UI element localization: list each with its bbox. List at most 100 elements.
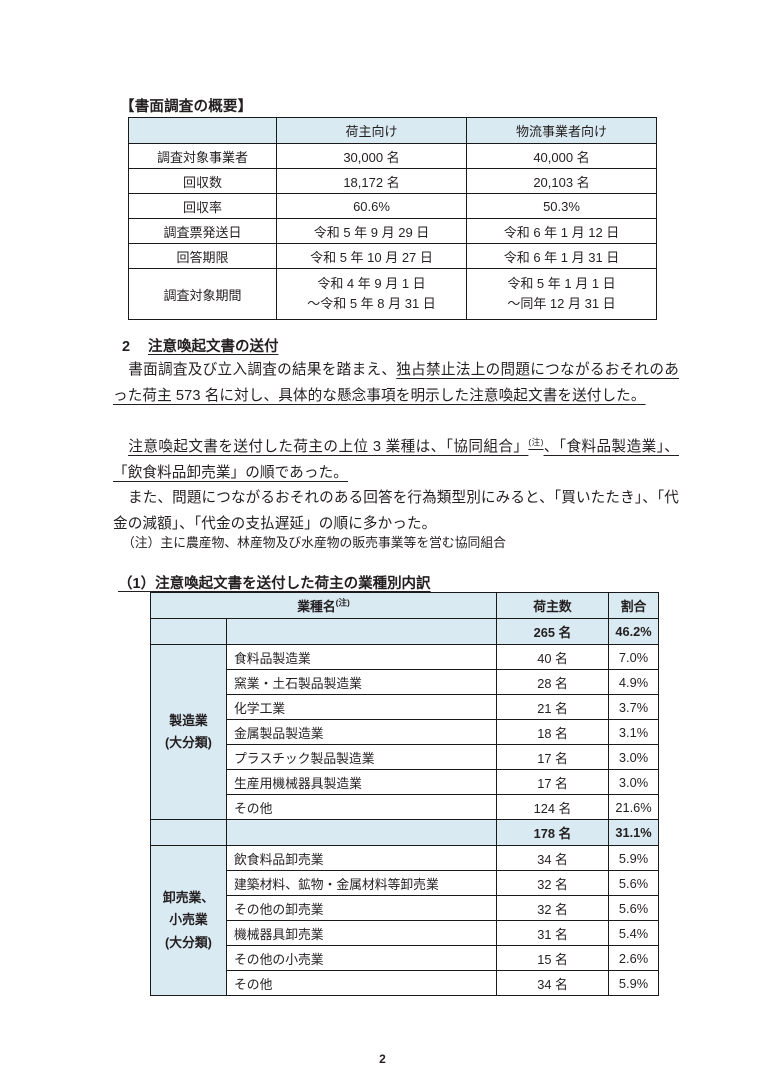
section2-paragraph-2: 注意喚起文書を送付した荷主の上位 3 業種は、「協同組合」(注)、「食料品製造業…: [113, 435, 679, 486]
industry-name: 食料品製造業: [226, 644, 497, 670]
table-row: 化学工業 21 名 3.7%: [151, 694, 659, 720]
column-header-industry-label: 業種名: [297, 599, 336, 614]
row-label: 調査対象事業者: [128, 143, 277, 169]
cell-logistics: 令和 6 年 1 月 31 日: [466, 243, 657, 269]
industry-name: 生産用機械器具製造業: [226, 769, 497, 795]
group-category-line1: 製造業: [169, 712, 208, 728]
group-summary-row: 178 名 31.1%: [150, 819, 659, 846]
group-summary-category-blank: [150, 819, 227, 846]
section2-heading: 2 注意喚起文書の送付: [122, 335, 279, 356]
cell-logistics-line2: ～同年 12 月 31 日: [507, 296, 616, 311]
page-number: 2: [379, 1052, 386, 1066]
cell-shipper-line1: 令和 4 年 9 月 1 日: [317, 275, 426, 291]
group-summary-name-blank: [226, 819, 497, 846]
table-header-row: 業種名(注) 荷主数 割合: [150, 592, 659, 619]
cell-logistics: 令和 5 年 1 月 1 日 ～同年 12 月 31 日: [466, 268, 657, 320]
industry-share: 5.9%: [608, 845, 659, 871]
industry-count: 32 名: [496, 895, 609, 921]
group-summary-share: 31.1%: [608, 819, 659, 846]
cell-shipper: 60.6%: [276, 193, 467, 219]
survey-overview-table: 荷主向け 物流事業者向け 調査対象事業者 30,000 名 40,000 名 回…: [128, 117, 657, 320]
group-summary-share: 46.2%: [608, 618, 659, 645]
table-row: その他の小売業 15 名 2.6%: [151, 945, 659, 971]
section2-paragraph-3: また、問題につながるおそれのある回答を行為類型別にみると、「買いたたき」、「代金…: [113, 486, 679, 537]
row-label: 回答期限: [128, 243, 277, 269]
table-row: 調査対象期間 令和 4 年 9 月 1 日 ～令和 5 年 8 月 31 日 令…: [128, 268, 657, 320]
industry-count: 17 名: [496, 769, 609, 795]
cell-shipper: 令和 4 年 9 月 1 日 ～令和 5 年 8 月 31 日: [276, 268, 467, 320]
industry-count: 34 名: [496, 845, 609, 871]
industry-share: 3.0%: [608, 769, 659, 795]
breakdown-table: 業種名(注) 荷主数 割合 265 名 46.2% 製造業 (大分類): [150, 592, 659, 996]
cell-logistics-line1: 令和 5 年 1 月 1 日: [507, 275, 616, 291]
paragraph-1-text-underlined: 独占禁止法上の問題につながるおそれのあった荷主 573 名に対し、具体的な懸念事…: [113, 362, 679, 404]
breakdown-heading: （1）注意喚起文書を送付した荷主の業種別内訳: [118, 576, 431, 592]
table-row: その他の卸売業 32 名 5.6%: [151, 895, 659, 921]
industry-name: 建築材料、鉱物・金属材料等卸売業: [226, 870, 497, 896]
industry-share: 2.6%: [608, 945, 659, 971]
industry-count: 17 名: [496, 744, 609, 770]
cell-shipper: 18,172 名: [276, 168, 467, 194]
cell-shipper-line2: ～令和 5 年 8 月 31 日: [307, 296, 436, 311]
cell-logistics: 50.3%: [466, 193, 657, 219]
column-header-count: 荷主数: [496, 592, 609, 619]
industry-share: 7.0%: [608, 644, 659, 670]
cell-logistics: 20,103 名: [466, 168, 657, 194]
table-row: 調査対象事業者 30,000 名 40,000 名: [128, 143, 657, 169]
table-row: 調査票発送日 令和 5 年 9 月 29 日 令和 6 年 1 月 12 日: [128, 218, 657, 244]
table-row: その他 124 名 21.6%: [151, 794, 659, 820]
survey-overview-heading: 【書面調査の概要】: [120, 99, 253, 115]
section2-title: 注意喚起文書の送付: [148, 339, 279, 355]
cell-logistics: 令和 6 年 1 月 12 日: [466, 218, 657, 244]
table-row: 回答期限 令和 5 年 10 月 27 日 令和 6 年 1 月 31 日: [128, 243, 657, 269]
industry-name: その他: [226, 794, 497, 820]
industry-name: 化学工業: [226, 694, 497, 720]
table-row: 回収数 18,172 名 20,103 名: [128, 168, 657, 194]
table-row: 卸売業、 小売業 (大分類) 飲食料品卸売業 34 名 5.9%: [150, 845, 659, 996]
table-row: 窯業・土石製品製造業 28 名 4.9%: [151, 669, 659, 695]
column-header-industry: 業種名(注): [150, 592, 497, 619]
row-label: 調査票発送日: [128, 218, 277, 244]
group-summary-category-blank: [150, 618, 227, 645]
table-row: プラスチック製品製造業 17 名 3.0%: [151, 744, 659, 770]
group-summary-count: 178 名: [496, 819, 609, 846]
section2-number: 2: [122, 339, 131, 355]
industry-count: 32 名: [496, 870, 609, 896]
cell-logistics: 40,000 名: [466, 143, 657, 169]
paragraph-2-note-marker: (注): [528, 437, 544, 448]
group-category-line1: 卸売業、: [162, 889, 215, 905]
group-category-wholesale-retail: 卸売業、 小売業 (大分類): [150, 845, 227, 996]
table-header-row: 荷主向け 物流事業者向け: [128, 117, 657, 144]
industry-count: 18 名: [496, 719, 609, 745]
industry-count: 28 名: [496, 669, 609, 695]
group-summary-row: 265 名 46.2%: [150, 618, 659, 645]
section2-footnote: （注）主に農産物、林産物及び水産物の販売事業等を営む協同組合: [122, 535, 506, 550]
cell-shipper: 令和 5 年 9 月 29 日: [276, 218, 467, 244]
group-category-line2: (大分類): [165, 735, 212, 750]
industry-share: 4.9%: [608, 669, 659, 695]
industry-share: 3.0%: [608, 744, 659, 770]
table-row: その他 34 名 5.9%: [151, 970, 659, 996]
industry-share: 5.6%: [608, 895, 659, 921]
group-category-line2: 小売業: [169, 912, 208, 928]
industry-share: 3.1%: [608, 719, 659, 745]
column-header-logistics: 物流事業者向け: [466, 117, 657, 144]
column-header-shipper: 荷主向け: [276, 117, 467, 144]
table-row: 建築材料、鉱物・金属材料等卸売業 32 名 5.6%: [151, 870, 659, 896]
survey-overview-table-wrap: 荷主向け 物流事業者向け 調査対象事業者 30,000 名 40,000 名 回…: [128, 117, 657, 320]
industry-count: 34 名: [496, 970, 609, 996]
cell-shipper: 令和 5 年 10 月 27 日: [276, 243, 467, 269]
table-row: 機械器具卸売業 31 名 5.4%: [151, 920, 659, 946]
row-label: 調査対象期間: [128, 268, 277, 320]
column-header-share: 割合: [608, 592, 659, 619]
industry-count: 40 名: [496, 644, 609, 670]
paragraph-3-text: また、問題につながるおそれのある回答を行為類型別にみると、「買いたたき」、「代金…: [113, 490, 679, 532]
industry-share: 3.7%: [608, 694, 659, 720]
cell-shipper: 30,000 名: [276, 143, 467, 169]
table-row: 回収率 60.6% 50.3%: [128, 193, 657, 219]
table-row: 金属製品製造業 18 名 3.1%: [151, 719, 659, 745]
group-summary-name-blank: [226, 618, 497, 645]
paragraph-2-text-b: 、「食料品製造業」、「飲食料品卸売業」の順であった。: [113, 439, 679, 481]
industry-name: その他: [226, 970, 497, 996]
industry-name: 飲食料品卸売業: [226, 845, 497, 871]
